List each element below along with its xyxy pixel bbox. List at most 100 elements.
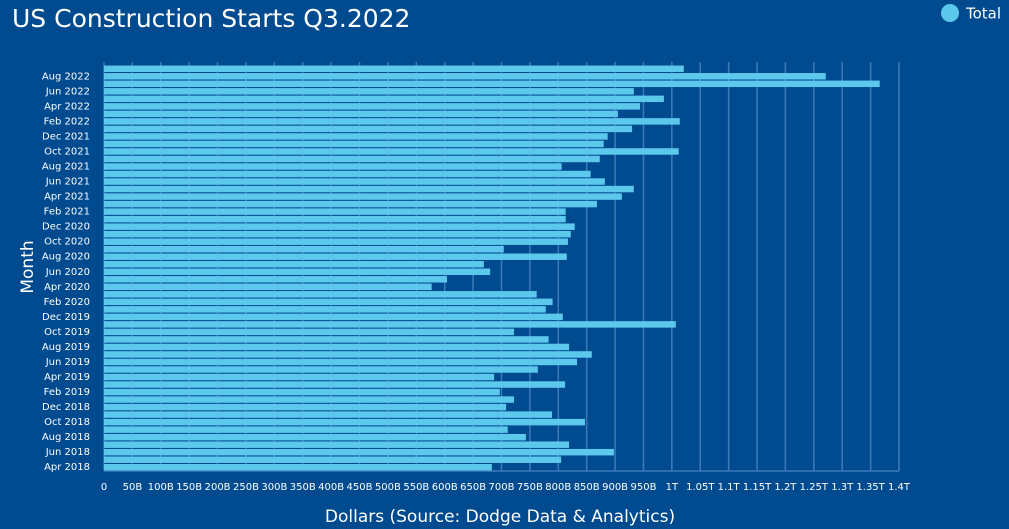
y-tick-label: Feb 2022 — [44, 116, 90, 127]
bar — [104, 448, 614, 456]
y-tick-label: Oct 2021 — [44, 146, 90, 157]
x-tick-label: 100B — [148, 482, 174, 493]
y-tick-label: Oct 2019 — [44, 327, 90, 338]
x-tick-label: 950B — [630, 482, 656, 493]
bar — [104, 118, 680, 125]
y-tick-label: Oct 2018 — [44, 417, 90, 428]
y-tick-label: Dec 2020 — [42, 222, 90, 233]
y-tick-label: Apr 2019 — [44, 372, 90, 383]
bar — [104, 95, 664, 103]
bar — [104, 456, 562, 463]
chart-title: US Construction Starts Q3.2022 — [12, 4, 410, 33]
bar — [104, 441, 570, 448]
y-tick-label: Dec 2019 — [42, 312, 90, 323]
bar — [104, 103, 641, 110]
bar — [104, 298, 553, 306]
bar — [104, 245, 504, 253]
bar — [104, 253, 567, 260]
y-tick-label: Feb 2020 — [44, 297, 90, 308]
y-axis-label: Month — [18, 240, 38, 293]
bar — [104, 313, 563, 321]
bar — [104, 291, 537, 298]
x-tick-label: 150B — [176, 482, 202, 493]
bar — [104, 193, 622, 200]
bar — [104, 373, 495, 381]
x-tick-label: 1.4T — [888, 482, 911, 493]
bar — [104, 381, 566, 388]
x-tick-label: 800B — [545, 482, 571, 493]
legend-marker — [941, 4, 959, 22]
y-tick-label: Dec 2018 — [42, 402, 90, 413]
x-tick-label: 700B — [489, 482, 515, 493]
bar — [104, 148, 679, 155]
x-tick-label: 650B — [460, 482, 486, 493]
bar — [104, 200, 597, 208]
y-tick-label: Feb 2021 — [44, 207, 90, 218]
y-tick-label: Jun 2020 — [45, 267, 90, 278]
y-tick-label: Aug 2018 — [42, 432, 90, 443]
y-tick-label: Aug 2022 — [42, 71, 90, 82]
y-tick-label: Apr 2021 — [44, 192, 90, 203]
bar — [104, 88, 634, 95]
x-tick-label: 550B — [403, 482, 429, 493]
x-tick-label: 400B — [318, 482, 344, 493]
bar — [104, 215, 566, 223]
bar — [104, 276, 447, 283]
x-tick-label: 300B — [261, 482, 287, 493]
bar — [104, 464, 492, 471]
y-tick-label: Jun 2019 — [45, 357, 90, 368]
bar — [104, 358, 578, 366]
y-tick-label: Apr 2020 — [44, 282, 90, 293]
y-tick-label: Dec 2021 — [42, 131, 90, 142]
bar — [104, 321, 676, 328]
y-tick-label: Aug 2020 — [42, 252, 90, 263]
bar — [104, 223, 575, 230]
bar — [104, 170, 591, 178]
bar — [104, 411, 553, 418]
y-tick-label: Jun 2022 — [45, 86, 90, 97]
bar — [104, 178, 605, 185]
x-tick-label: 450B — [347, 482, 373, 493]
x-tick-label: 1.1T — [718, 482, 741, 493]
bar — [104, 426, 508, 433]
bar — [104, 140, 604, 148]
x-tick-label: 850B — [574, 482, 600, 493]
bar — [104, 306, 546, 313]
y-tick-label: Aug 2019 — [42, 342, 90, 353]
x-tick-label: 200B — [205, 482, 231, 493]
y-tick-label: Apr 2018 — [44, 462, 90, 473]
x-tick-label: 50B — [123, 482, 143, 493]
bar — [104, 208, 566, 215]
y-tick-label: Jun 2021 — [45, 177, 90, 188]
x-tick-label: 1.15T — [743, 482, 772, 493]
bar — [104, 396, 514, 403]
x-tick-label: 600B — [432, 482, 458, 493]
x-tick-label: 1.35T — [856, 482, 885, 493]
y-tick-label: Oct 2020 — [44, 237, 90, 248]
bar — [104, 163, 562, 170]
bar — [104, 328, 514, 336]
bar — [104, 366, 538, 373]
bar — [104, 80, 880, 88]
bar — [104, 418, 585, 426]
x-tick-label: 1.25T — [800, 482, 829, 493]
bar — [104, 133, 608, 140]
bar — [104, 261, 484, 268]
x-tick-label: 1.3T — [831, 482, 854, 493]
bar — [104, 388, 500, 396]
bar — [104, 73, 826, 80]
x-tick-label: 900B — [602, 482, 628, 493]
bar — [104, 238, 568, 245]
bar — [104, 343, 570, 351]
bar — [104, 403, 507, 411]
x-tick-label: 1T — [666, 482, 679, 493]
y-tick-label: Aug 2021 — [42, 162, 90, 173]
x-axis-label: Dollars (Source: Dodge Data & Analytics) — [325, 507, 675, 527]
bar — [104, 433, 526, 441]
x-tick-label: 1.2T — [774, 482, 797, 493]
y-tick-label: Apr 2022 — [44, 101, 90, 112]
x-tick-label: 500B — [375, 482, 401, 493]
bar — [104, 125, 633, 133]
